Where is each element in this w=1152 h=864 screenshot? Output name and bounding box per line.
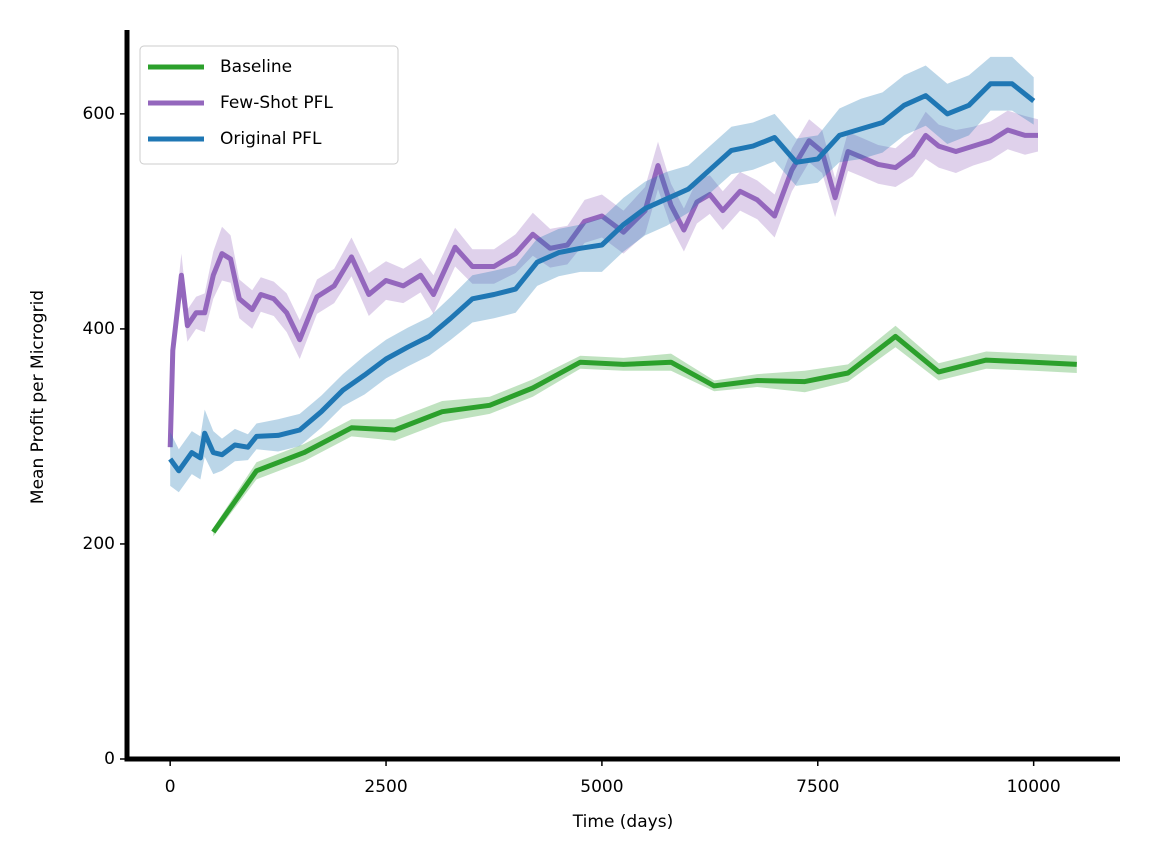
legend-label: Baseline	[220, 57, 292, 77]
line	[167, 127, 1038, 448]
y-axis-label: Mean Profit per Microgrid	[28, 290, 48, 504]
error-band	[170, 56, 1034, 493]
y-tick-label: 0	[104, 749, 115, 769]
line	[211, 333, 1077, 534]
legend-label: Original PFL	[220, 129, 322, 149]
y-tick-label: 600	[83, 104, 115, 124]
x-axis-label: Time (days)	[572, 812, 673, 832]
x-tick-label: 10000	[1007, 777, 1061, 797]
legend: Baseline Few-Shot PFL Original PFL	[139, 45, 399, 165]
legend-frame	[139, 45, 399, 165]
y-tick-label: 400	[83, 319, 115, 339]
legend-label: Few-Shot PFL	[220, 93, 333, 113]
error-band	[170, 110, 1038, 453]
x-tick-label: 5000	[580, 777, 623, 797]
line	[168, 81, 1036, 474]
x-tick-label: 7500	[796, 777, 839, 797]
y-tick-label: 200	[83, 534, 115, 554]
x-tick-label: 2500	[364, 777, 407, 797]
x-tick-label: 0	[165, 777, 176, 797]
